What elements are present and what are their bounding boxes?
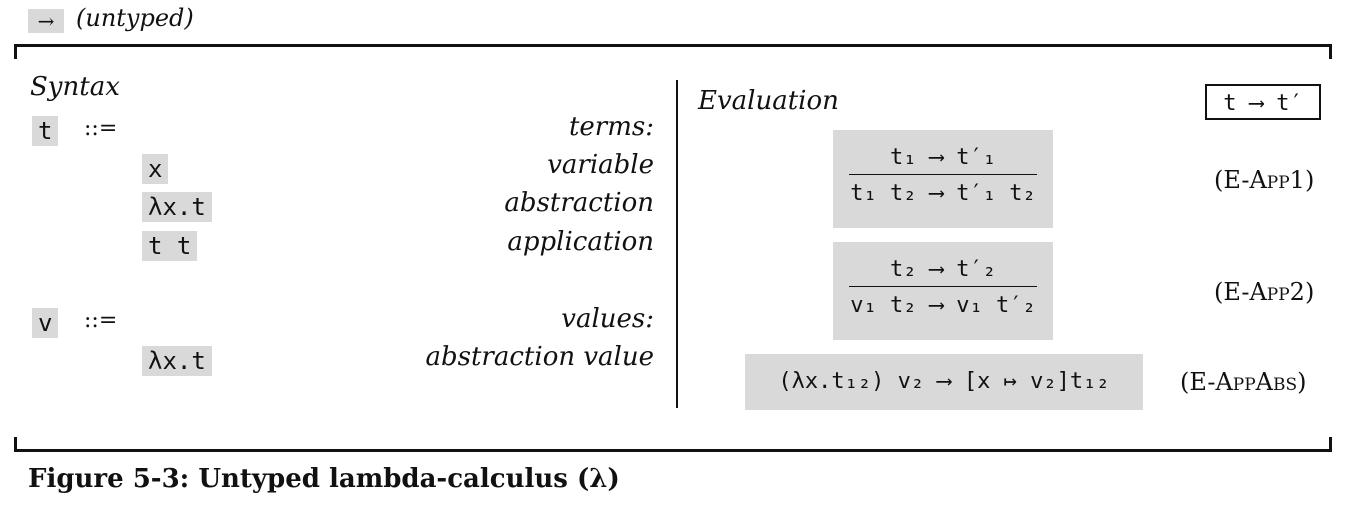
rule-e-app1-name: (E-App1) xyxy=(1214,166,1315,194)
syntax-title: Syntax xyxy=(30,72,120,102)
terms-assign: ::= xyxy=(84,116,118,141)
term-form-variable: x xyxy=(142,154,169,184)
values-metavariable: v xyxy=(32,308,59,338)
right-arrow-icon: → xyxy=(28,9,64,33)
terms-heading: terms: xyxy=(568,112,654,142)
evaluation-title: Evaluation xyxy=(698,86,839,116)
rule-e-app2-premise: t₂ ⟶ t′₂ xyxy=(890,257,996,282)
header-label: (untyped) xyxy=(76,4,194,32)
figure-caption: Figure 5-3: Untyped lambda-calculus (λ) xyxy=(28,464,620,494)
rule-e-app2: t₂ ⟶ t′₂ v₁ t₂ ⟶ v₁ t′₂ xyxy=(833,242,1053,340)
term-desc-application: application xyxy=(507,227,654,257)
rule-e-app2-name: (E-App2) xyxy=(1214,278,1315,306)
frame-top-bracket xyxy=(14,44,1332,59)
term-form-abstraction: λx.t xyxy=(142,192,212,222)
values-heading: values: xyxy=(561,304,654,334)
rule-e-app1-conclusion: t₁ t₂ ⟶ t′₁ t₂ xyxy=(850,181,1036,206)
rule-e-app1: t₁ ⟶ t′₁ t₁ t₂ ⟶ t′₁ t₂ xyxy=(833,130,1053,228)
rule-e-appabs-name: (E-AppAbs) xyxy=(1180,368,1307,396)
term-form-application: t t xyxy=(142,231,198,261)
frame-bottom-bracket xyxy=(14,437,1332,452)
values-assign: ::= xyxy=(84,308,118,333)
inference-line xyxy=(849,174,1037,175)
value-form-abstraction: λx.t xyxy=(142,346,212,376)
terms-metavariable: t xyxy=(32,116,59,146)
term-desc-abstraction: abstraction xyxy=(504,188,654,218)
value-desc-abstraction: abstraction value xyxy=(425,342,655,372)
rule-e-appabs: (λx.t₁₂) v₂ ⟶ [x ↦ v₂]t₁₂ xyxy=(745,354,1143,410)
rule-e-app2-conclusion: v₁ t₂ ⟶ v₁ t′₂ xyxy=(850,293,1036,318)
inference-line xyxy=(849,286,1037,287)
term-desc-variable: variable xyxy=(547,150,654,180)
column-divider xyxy=(676,80,678,408)
evaluation-judgment-box: t ⟶ t′ xyxy=(1205,84,1321,120)
rule-e-app1-premise: t₁ ⟶ t′₁ xyxy=(890,145,996,170)
